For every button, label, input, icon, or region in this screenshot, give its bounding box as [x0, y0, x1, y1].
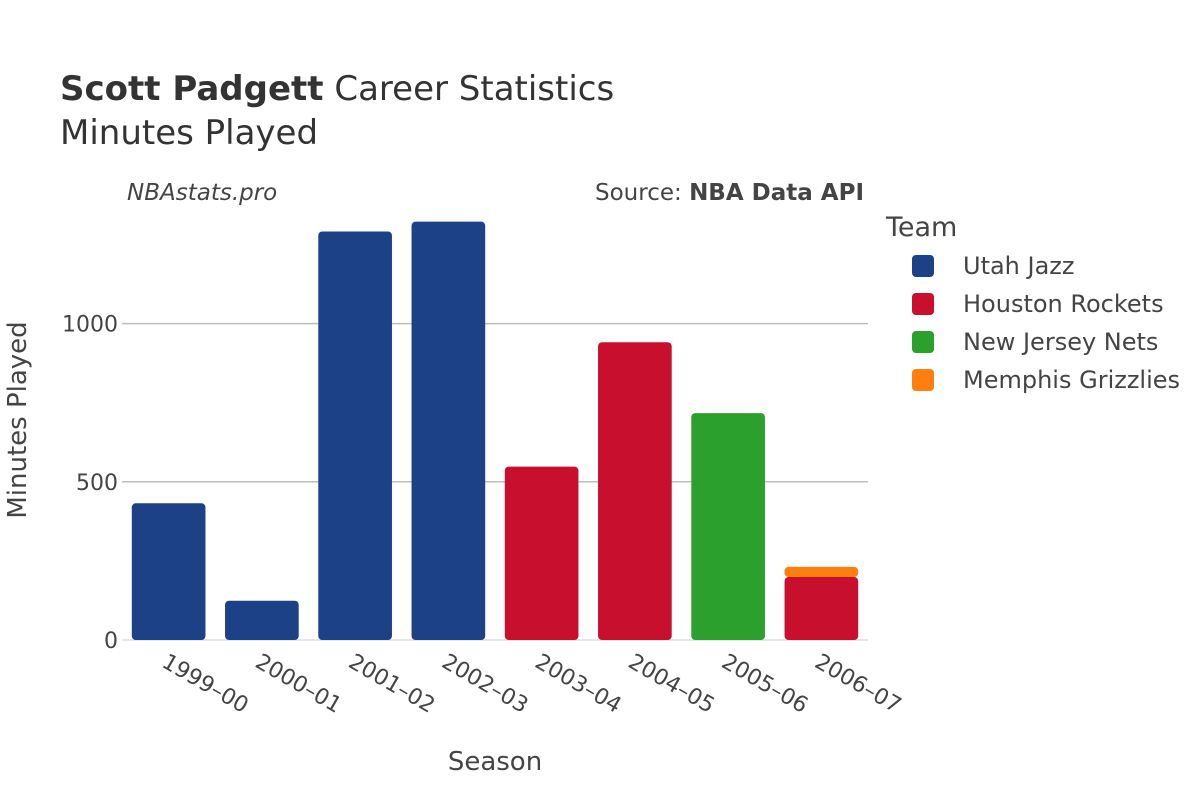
- x-tick-label: 2003–04: [531, 650, 626, 719]
- bars: [131, 221, 859, 640]
- chart-title: Scott Padgett Career Statistics: [60, 69, 614, 109]
- bar-houston-rockets-4: [504, 466, 579, 640]
- source-prefix: Source:: [595, 180, 689, 206]
- x-tick-label: 2000–01: [251, 650, 346, 719]
- legend-item-label: New Jersey Nets: [963, 328, 1158, 356]
- bar-memphis-grizzlies-7: [784, 566, 859, 578]
- y-axis-title: Minutes Played: [3, 321, 33, 518]
- x-axis-title: Season: [448, 747, 542, 777]
- x-tick-label: 2006–07: [810, 650, 905, 719]
- source-name: NBA Data API: [689, 180, 864, 206]
- y-tick-label: 500: [76, 471, 118, 496]
- y-tick-label: 0: [104, 629, 118, 654]
- bar-utah-jazz-0: [131, 503, 206, 640]
- x-tick-label: 2001–02: [344, 650, 439, 719]
- chart-title-rest: Career Statistics: [324, 69, 615, 109]
- bar-new-jersey-nets-6: [691, 413, 765, 640]
- x-tick-label: 1999–00: [158, 650, 253, 719]
- legend-title: Team: [885, 212, 957, 243]
- legend-item-label: Utah Jazz: [963, 252, 1075, 280]
- bar-houston-rockets-7: [784, 577, 859, 640]
- legend-swatch: [912, 255, 934, 277]
- source-label: Source: NBA Data API: [595, 180, 864, 206]
- y-tick-labels: 0 500 1000: [62, 313, 118, 654]
- bar-utah-jazz-3: [411, 221, 486, 640]
- legend-swatch: [912, 293, 934, 315]
- x-tick-labels: 1999–002000–012001–022002–032003–042004–…: [158, 650, 906, 719]
- legend-item-label: Houston Rockets: [963, 290, 1164, 318]
- x-tick-label: 2005–06: [717, 650, 812, 719]
- bar-utah-jazz-2: [318, 231, 392, 640]
- x-tick-label: 2004–05: [624, 650, 719, 719]
- legend-swatch: [912, 331, 934, 353]
- x-tick-label: 2002–03: [437, 650, 532, 719]
- bar-utah-jazz-1: [225, 600, 299, 640]
- y-tick-label: 1000: [62, 313, 118, 338]
- watermark: NBAstats.pro: [127, 180, 277, 206]
- chart-subtitle: Minutes Played: [60, 113, 318, 153]
- legend-item-label: Memphis Grizzlies: [963, 366, 1180, 394]
- bar-houston-rockets-5: [598, 342, 672, 640]
- legend: Utah Jazz Houston Rockets New Jersey Nets M…: [912, 252, 1180, 394]
- chart-title-bold: Scott Padgett: [60, 69, 324, 109]
- legend-swatch: [912, 369, 934, 391]
